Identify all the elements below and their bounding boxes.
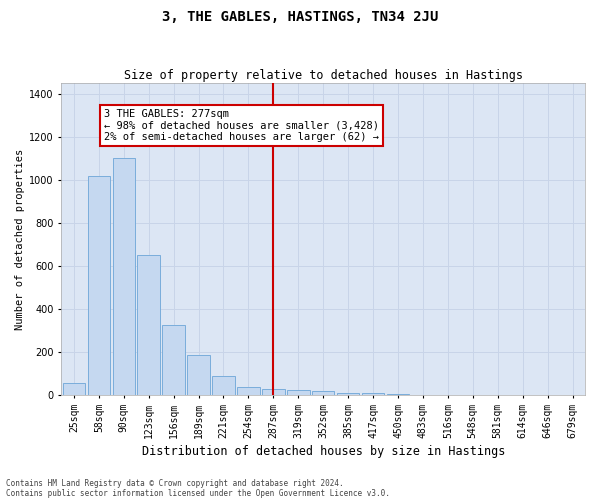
X-axis label: Distribution of detached houses by size in Hastings: Distribution of detached houses by size … bbox=[142, 444, 505, 458]
Bar bbox=[137, 255, 160, 394]
Bar bbox=[312, 392, 334, 394]
Bar bbox=[88, 176, 110, 394]
Bar bbox=[362, 393, 384, 394]
Bar bbox=[262, 390, 284, 394]
Bar bbox=[163, 325, 185, 394]
Text: Contains public sector information licensed under the Open Government Licence v3: Contains public sector information licen… bbox=[6, 488, 390, 498]
Y-axis label: Number of detached properties: Number of detached properties bbox=[15, 148, 25, 330]
Text: 3 THE GABLES: 277sqm
← 98% of detached houses are smaller (3,428)
2% of semi-det: 3 THE GABLES: 277sqm ← 98% of detached h… bbox=[104, 109, 379, 142]
Bar bbox=[187, 355, 210, 395]
Title: Size of property relative to detached houses in Hastings: Size of property relative to detached ho… bbox=[124, 69, 523, 82]
Text: Contains HM Land Registry data © Crown copyright and database right 2024.: Contains HM Land Registry data © Crown c… bbox=[6, 478, 344, 488]
Bar bbox=[62, 383, 85, 394]
Bar bbox=[212, 376, 235, 394]
Bar bbox=[337, 392, 359, 394]
Text: 3, THE GABLES, HASTINGS, TN34 2JU: 3, THE GABLES, HASTINGS, TN34 2JU bbox=[162, 10, 438, 24]
Bar bbox=[287, 390, 310, 394]
Bar bbox=[113, 158, 135, 394]
Bar bbox=[237, 387, 260, 394]
